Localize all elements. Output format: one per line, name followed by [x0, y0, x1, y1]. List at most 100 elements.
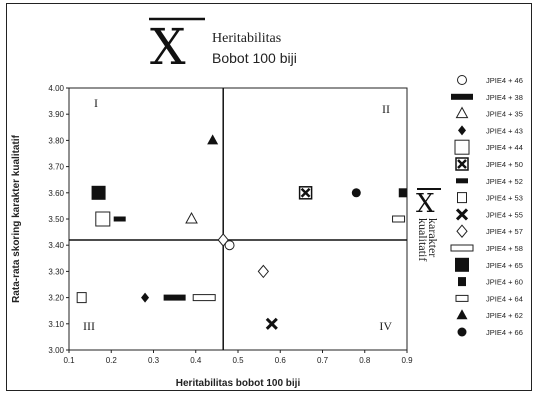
quadrant-label-ii: II	[382, 102, 390, 116]
legend-item: JPIE4 + 35	[455, 106, 523, 119]
legend-label: JPIE4 + 53	[486, 194, 523, 203]
x-tick-label: 0.3	[148, 356, 160, 365]
x-tick-label: 0.5	[232, 356, 244, 365]
legend-marker-stroke2	[455, 208, 469, 221]
y-tick-label: 3.30	[48, 267, 64, 276]
data-points	[76, 134, 407, 330]
side-line2: kualitatif	[416, 218, 430, 261]
x-tick-label: 0.6	[275, 356, 287, 365]
x-tick-label: 0.2	[106, 356, 118, 365]
data-point	[298, 186, 313, 200]
x-tick-label: 0.1	[63, 356, 75, 365]
legend-label: JPIE4 + 60	[486, 278, 523, 287]
data-point-stroke2	[265, 317, 278, 330]
legend-item: JPIE4 + 65	[455, 257, 523, 272]
data-point	[163, 294, 186, 301]
legend-marker	[455, 294, 469, 302]
x-axis: 0.1 0.2 0.3 0.4 0.5 0.6 0.7 0.8 0.9	[63, 350, 413, 365]
legend-marker-stroke2	[457, 159, 467, 169]
quadrant-label-i: I	[94, 96, 98, 110]
x-tick-label: 0.7	[317, 356, 329, 365]
y-tick-label: 3.90	[48, 110, 64, 119]
legend-label: JPIE4 + 52	[486, 177, 523, 186]
y-axis-title: Rata-rata skoring karakter kualitatif	[11, 134, 22, 303]
legend-marker	[456, 224, 468, 238]
header-line2: Bobot 100 biji	[212, 50, 297, 66]
y-tick-label: 3.20	[48, 294, 64, 303]
data-point	[257, 264, 270, 279]
y-tick-label: 3.10	[48, 320, 64, 329]
legend-item: JPIE4 + 60	[458, 277, 523, 287]
data-point-extra	[217, 233, 229, 247]
legend-item: JPIE4 + 57	[456, 224, 523, 238]
y-axis: 3.00 3.10 3.20 3.30 3.40 3.50 3.60 3.70 3.80 3.90…	[48, 84, 69, 355]
data-point	[392, 215, 406, 223]
x-tick-label: 0.8	[359, 356, 371, 365]
legend-label: JPIE4 + 46	[486, 76, 523, 85]
legend: JPIE4 + 46 JPIE4 + 38 JPIE4 + 35 JPIE4 + 43…	[450, 75, 523, 337]
data-point	[351, 188, 361, 198]
legend-item: JPIE4 + 62	[456, 309, 523, 320]
legend-item: JPIE4 + 46	[457, 75, 523, 85]
data-point	[113, 216, 126, 222]
data-point	[76, 292, 87, 304]
legend-item: JPIE4 + 53	[457, 192, 523, 204]
data-point-stroke2	[300, 187, 311, 198]
y-tick-label: 4.00	[48, 84, 64, 93]
legend-marker	[458, 277, 466, 287]
side-label: X karakter kualitatif	[416, 188, 441, 261]
y-tick-label: 3.40	[48, 241, 64, 250]
side-line1: karakter	[426, 218, 440, 257]
legend-marker	[456, 178, 468, 184]
legend-label: JPIE4 + 55	[486, 210, 523, 219]
data-point	[95, 211, 111, 227]
data-point	[192, 294, 216, 302]
legend-marker	[455, 208, 469, 221]
legend-item: JPIE4 + 50	[455, 157, 523, 171]
x-tick-label: 0.9	[401, 356, 413, 365]
legend-marker	[456, 309, 468, 320]
legend-item: JPIE4 + 58	[450, 244, 523, 253]
data-point	[141, 292, 150, 303]
y-tick-label: 3.50	[48, 215, 64, 224]
mean-lines	[69, 88, 407, 350]
legend-label: JPIE4 + 62	[486, 311, 523, 320]
legend-label: JPIE4 + 65	[486, 261, 523, 270]
legend-label: JPIE4 + 57	[486, 227, 523, 236]
y-tick-label: 3.70	[48, 163, 64, 172]
legend-marker	[458, 125, 466, 136]
legend-label: JPIE4 + 66	[486, 328, 523, 337]
legend-marker	[457, 192, 467, 204]
legend-marker	[457, 327, 467, 337]
y-tick-label: 3.80	[48, 136, 64, 145]
legend-label: JPIE4 + 43	[486, 126, 523, 135]
header-symbol: X	[150, 18, 186, 76]
chart-header: X Heritabilitas Bobot 100 biji	[149, 17, 297, 76]
quadrant-label-iii: III	[83, 319, 95, 333]
legend-marker	[450, 244, 474, 252]
legend-label: JPIE4 + 35	[486, 110, 523, 119]
data-point	[398, 188, 407, 198]
data-point	[224, 240, 235, 251]
legend-item: JPIE4 + 55	[455, 208, 523, 221]
legend-item: JPIE4 + 52	[456, 177, 523, 186]
quadrant-label-iv: IV	[379, 319, 392, 333]
legend-item: JPIE4 + 66	[457, 327, 523, 337]
legend-marker	[457, 75, 467, 85]
legend-marker	[455, 257, 469, 272]
y-tick-label: 3.60	[48, 189, 64, 198]
data-point	[207, 134, 219, 145]
y-tick-label: 3.00	[48, 346, 64, 355]
legend-marker	[451, 93, 473, 100]
legend-label: JPIE4 + 64	[486, 294, 523, 303]
legend-label: JPIE4 + 38	[486, 93, 523, 102]
data-point	[185, 211, 198, 224]
legend-label: JPIE4 + 58	[486, 244, 523, 253]
legend-label: JPIE4 + 44	[486, 143, 523, 152]
legend-marker	[455, 157, 469, 171]
legend-item: JPIE4 + 44	[454, 139, 523, 155]
data-point	[91, 185, 106, 200]
data-point	[265, 317, 278, 330]
